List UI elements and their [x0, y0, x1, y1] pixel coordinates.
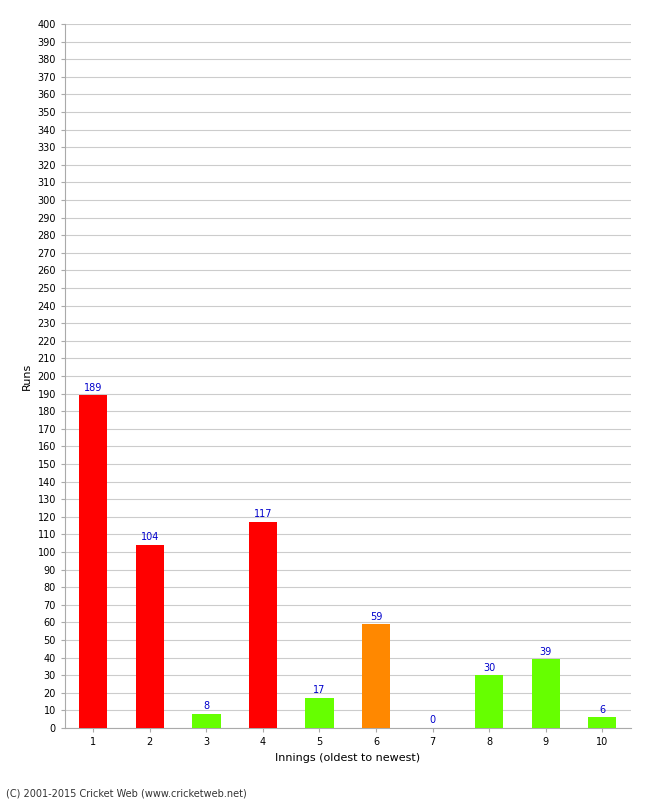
- Text: 189: 189: [84, 382, 103, 393]
- Text: 17: 17: [313, 686, 326, 695]
- Text: 59: 59: [370, 611, 382, 622]
- X-axis label: Innings (oldest to newest): Innings (oldest to newest): [275, 753, 421, 762]
- Text: (C) 2001-2015 Cricket Web (www.cricketweb.net): (C) 2001-2015 Cricket Web (www.cricketwe…: [6, 788, 247, 798]
- Text: 104: 104: [140, 532, 159, 542]
- Bar: [192, 714, 220, 728]
- Text: 6: 6: [599, 705, 605, 715]
- Bar: [588, 718, 616, 728]
- Text: 30: 30: [483, 662, 495, 673]
- Text: 0: 0: [430, 715, 436, 726]
- Text: 117: 117: [254, 510, 272, 519]
- Bar: [79, 395, 107, 728]
- Bar: [532, 659, 560, 728]
- Text: 8: 8: [203, 702, 209, 711]
- Bar: [249, 522, 277, 728]
- Bar: [136, 545, 164, 728]
- Text: 39: 39: [540, 646, 552, 657]
- Bar: [306, 698, 333, 728]
- Y-axis label: Runs: Runs: [22, 362, 32, 390]
- Bar: [362, 624, 390, 728]
- Bar: [475, 675, 503, 728]
